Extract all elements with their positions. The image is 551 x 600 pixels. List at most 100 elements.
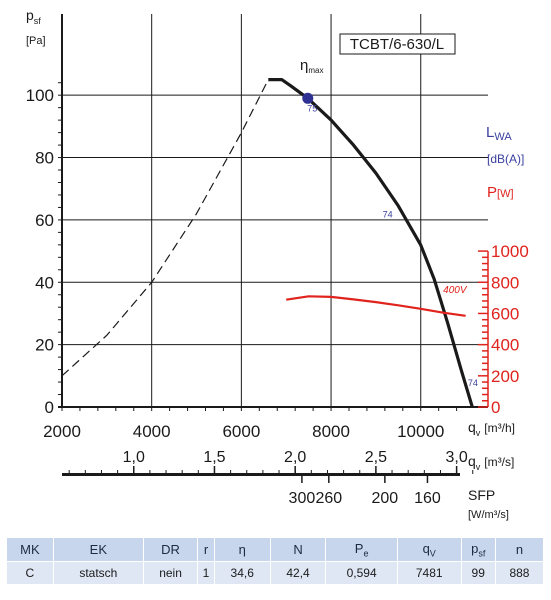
spec-value-cell: 1 bbox=[198, 562, 214, 584]
x-tick-label: 4000 bbox=[133, 422, 171, 441]
spec-header-sub: e bbox=[363, 548, 369, 559]
lwa-sub: WA bbox=[494, 131, 512, 143]
spec-header-cell: N bbox=[270, 538, 326, 561]
sound-level-annotation: 75 bbox=[307, 104, 317, 114]
spec-header-main: P bbox=[354, 540, 364, 556]
x-tick-label: 6000 bbox=[222, 422, 260, 441]
y-tick-label: 20 bbox=[35, 336, 54, 355]
spec-value-cell: 42,4 bbox=[270, 562, 326, 584]
pressure-curve-dashed bbox=[61, 79, 269, 377]
model-label-box bbox=[339, 33, 456, 55]
power-curve-400v bbox=[286, 295, 466, 317]
spec-header-main: r bbox=[203, 542, 209, 557]
spec-value-cell: 7481 bbox=[397, 562, 461, 584]
sfp-tick-label: 300 bbox=[289, 490, 316, 507]
spec-value-cell: 99 bbox=[461, 562, 495, 584]
power-main: P bbox=[487, 184, 497, 201]
x-tick-label: 2000 bbox=[43, 422, 81, 441]
spec-header-main: DR bbox=[161, 542, 180, 557]
spec-header-row: MK EK DR r η N Pe qV psf n bbox=[7, 538, 543, 561]
sfp-tick-label: 260 bbox=[315, 490, 342, 507]
spec-header-main: n bbox=[515, 542, 524, 557]
qv-m3h-label: qv [m³/h] bbox=[468, 419, 515, 438]
pressure-curve-solid bbox=[268, 78, 474, 408]
spec-value-cell: statsch bbox=[53, 562, 143, 584]
spec-value-cell: 34,6 bbox=[214, 562, 270, 584]
power-tick-label: 600 bbox=[491, 304, 519, 323]
eta-max-sub: max bbox=[308, 66, 323, 75]
y-axis-label-sub: sf bbox=[34, 16, 42, 26]
y-tick-label: 40 bbox=[35, 273, 54, 292]
sfp-tick-label: 200 bbox=[372, 490, 399, 507]
spec-header-cell: n bbox=[495, 538, 543, 561]
y-tick-label: 60 bbox=[35, 211, 54, 230]
m3s-tick-label: 1,5 bbox=[203, 449, 225, 466]
spec-header-cell: η bbox=[214, 538, 270, 561]
spec-header-main: N bbox=[293, 542, 303, 557]
power-tick-label: 800 bbox=[491, 273, 519, 292]
m3s-tick-label: 3,0 bbox=[445, 449, 467, 466]
eta-symbol: η bbox=[300, 57, 308, 74]
spec-header-main: η bbox=[238, 542, 246, 557]
spec-header-cell: DR bbox=[143, 538, 198, 561]
qv-m3h-main: q bbox=[468, 419, 476, 435]
chart-series: 75 74 74 400V bbox=[61, 78, 478, 408]
spec-header-sub: V bbox=[429, 548, 436, 559]
spec-header-cell: psf bbox=[461, 538, 495, 561]
spec-header-main: MK bbox=[20, 542, 40, 557]
qv-m3s-main: q bbox=[468, 453, 476, 469]
lwa-label: LWA bbox=[486, 124, 512, 143]
spec-header-cell: r bbox=[198, 538, 214, 561]
sfp-label: SFP bbox=[468, 487, 495, 503]
power-tick-label: 1000 bbox=[491, 242, 529, 261]
m3s-tick-label: 1,0 bbox=[123, 449, 145, 466]
grid-lines bbox=[61, 14, 488, 407]
spec-value-cell: nein bbox=[143, 562, 198, 584]
y-tick-label: 80 bbox=[35, 149, 54, 168]
qv-m3s-label: qv [m³/s] bbox=[468, 453, 514, 472]
power-tick-label: 200 bbox=[491, 367, 519, 386]
power-tick-label: 400 bbox=[491, 336, 519, 355]
sound-level-annotation: 74 bbox=[468, 378, 478, 388]
spec-header-main: q bbox=[422, 540, 430, 556]
power-label: P[W] bbox=[487, 184, 514, 201]
power-unit: [W] bbox=[497, 188, 514, 200]
y-tick-label: 0 bbox=[45, 398, 54, 417]
y-axis-unit: [Pa] bbox=[26, 35, 46, 47]
qv-m3s-sub: v bbox=[476, 462, 481, 472]
spec-header-sub: sf bbox=[478, 548, 486, 559]
voltage-annotation: 400V bbox=[443, 285, 468, 296]
spec-value-cell: 0,594 bbox=[326, 562, 397, 584]
y-axis-label: psf bbox=[26, 7, 41, 26]
sound-level-annotation: 74 bbox=[383, 210, 393, 220]
m3s-tick-label: 2,5 bbox=[365, 449, 387, 466]
spec-header-cell: EK bbox=[53, 538, 143, 561]
y-axis-label-main: p bbox=[26, 7, 34, 23]
y-tick-label: 100 bbox=[26, 86, 54, 105]
operating-point-marker bbox=[302, 92, 314, 104]
secondary-axes: 1,0 1,5 2,0 2,5 3,0 300 260 200 160 bbox=[62, 449, 474, 507]
spec-header-cell: Pe bbox=[326, 538, 397, 561]
m3s-tick-label: 2,0 bbox=[284, 449, 306, 466]
chart-axes bbox=[58, 14, 489, 411]
lwa-unit: [dB(A)] bbox=[487, 152, 524, 166]
lwa-main: L bbox=[486, 124, 494, 141]
spec-header-cell: MK bbox=[7, 538, 53, 561]
spec-value-cell: C bbox=[7, 562, 53, 584]
spec-header-cell: qV bbox=[397, 538, 461, 561]
spec-header-main: EK bbox=[89, 542, 107, 557]
qv-m3s-unit: [m³/s] bbox=[484, 455, 514, 469]
spec-value-cell: 888 bbox=[495, 562, 543, 584]
model-label: TCBT/6-630/L bbox=[350, 36, 444, 53]
eta-max-label: ηmax bbox=[300, 57, 323, 75]
qv-m3h-unit: [m³/h] bbox=[484, 421, 515, 435]
sfp-tick-label: 160 bbox=[414, 490, 441, 507]
sfp-unit: [W/m³/s] bbox=[468, 509, 509, 521]
qv-m3h-sub: v bbox=[476, 428, 481, 438]
power-tick-label: 0 bbox=[491, 398, 500, 417]
spec-header-main: p bbox=[471, 540, 479, 556]
